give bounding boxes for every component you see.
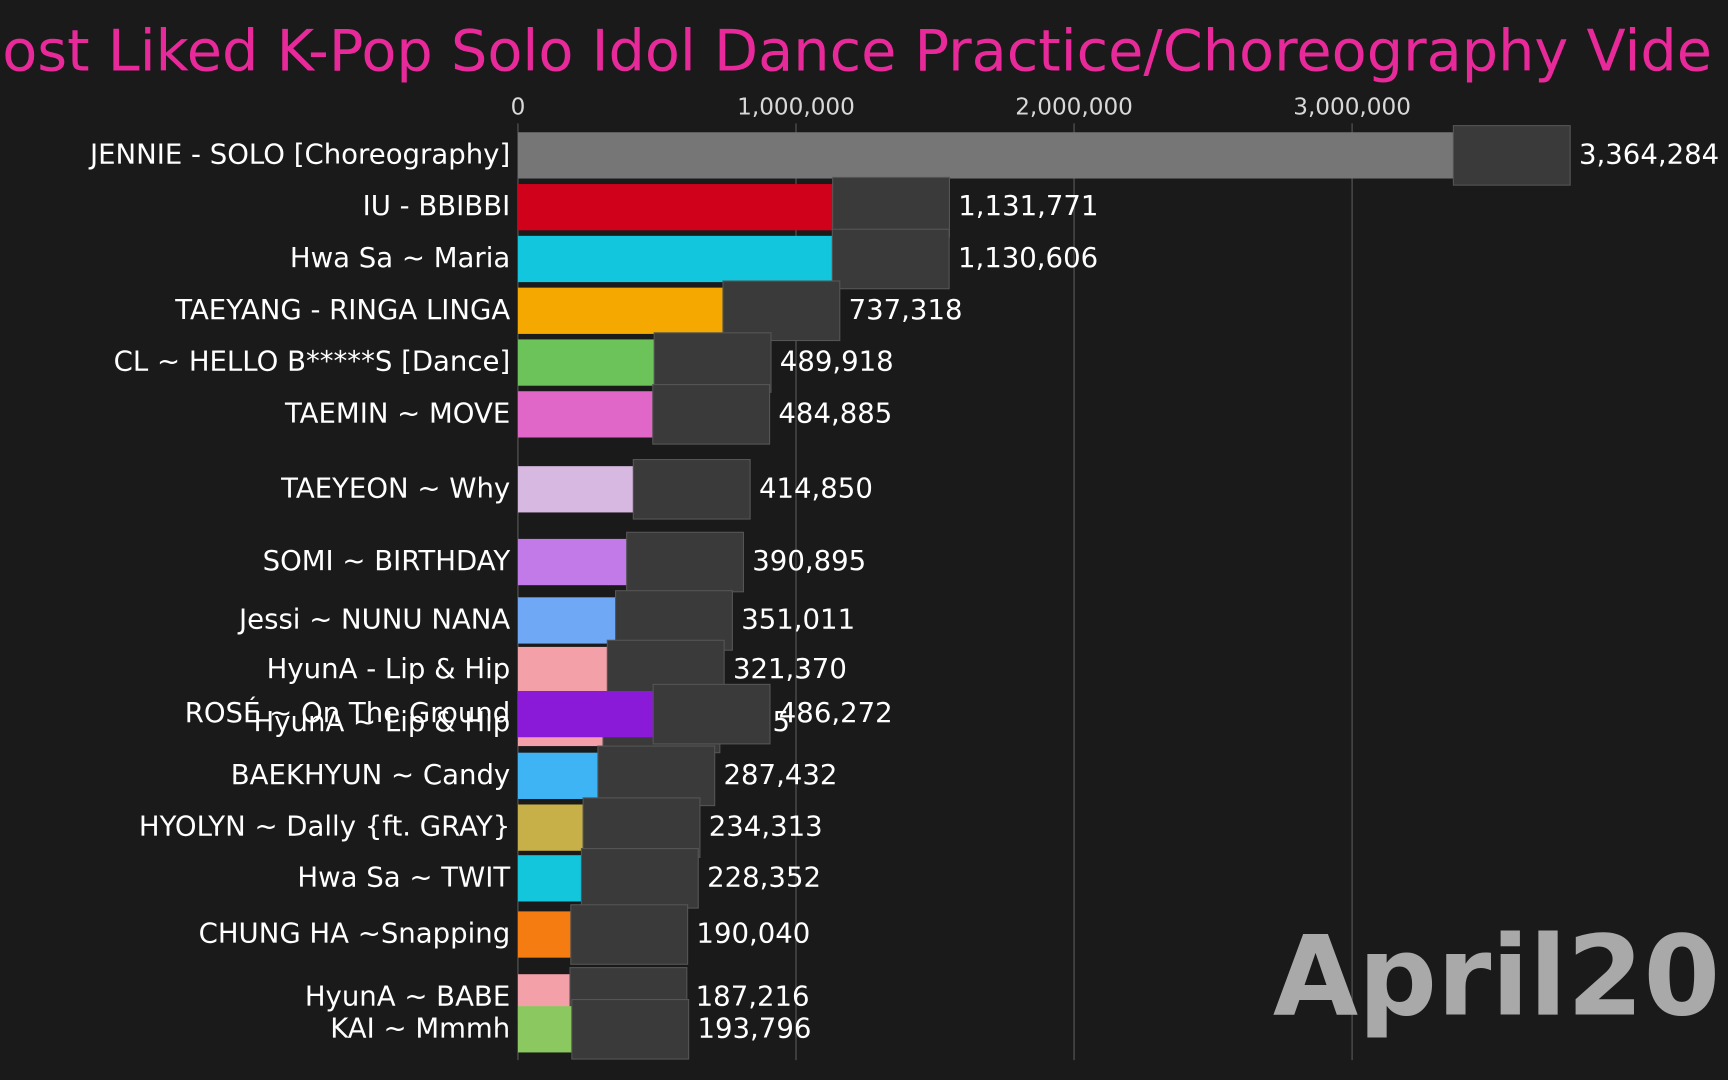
bar bbox=[517, 752, 598, 799]
bar bbox=[517, 1006, 572, 1053]
category-label: Jessi ~ NUNU NANA bbox=[237, 603, 510, 635]
bar bbox=[517, 690, 654, 738]
chart-title: ost Liked K-Pop Solo Idol Dance Practice… bbox=[2, 18, 1712, 85]
thumbnail bbox=[570, 904, 689, 965]
value-label: 228,352 bbox=[707, 861, 821, 893]
bar bbox=[517, 538, 627, 586]
value-label: 390,895 bbox=[752, 545, 866, 577]
thumbnail bbox=[1452, 125, 1571, 186]
category-label: TAEMIN ~ MOVE bbox=[284, 397, 510, 429]
category-label: IU - BBIBBI bbox=[363, 190, 511, 222]
thumbnail bbox=[653, 332, 772, 393]
bar bbox=[517, 804, 584, 851]
value-label: 193,796 bbox=[697, 1012, 811, 1044]
thumbnail bbox=[632, 458, 751, 520]
bar bbox=[517, 339, 655, 386]
value-label: 187,216 bbox=[696, 980, 810, 1012]
thumbnail bbox=[652, 384, 771, 445]
thumbnail bbox=[832, 176, 951, 238]
bar bbox=[517, 184, 833, 231]
bar bbox=[517, 855, 582, 902]
bar bbox=[517, 235, 833, 283]
value-label: 1,130,606 bbox=[958, 242, 1098, 274]
bar bbox=[517, 132, 1454, 179]
x-tick-label: 0 bbox=[511, 95, 526, 121]
thumbnail bbox=[571, 998, 690, 1060]
bar bbox=[517, 646, 608, 694]
bar bbox=[517, 466, 634, 513]
x-tick-label: 1,000,000 bbox=[737, 95, 855, 121]
value-label: 321,370 bbox=[733, 653, 847, 685]
value-label: 1,131,771 bbox=[958, 190, 1098, 222]
category-label: ROSÉ ~ On The Ground bbox=[185, 695, 511, 729]
category-label: HyunA ~ BABE bbox=[305, 980, 510, 1012]
category-label: CL ~ HELLO B*****S [Dance] bbox=[114, 346, 511, 378]
value-label: 489,918 bbox=[780, 346, 894, 378]
x-tick-label: 3,000,000 bbox=[1293, 95, 1411, 121]
category-label: HYOLYN ~ Dally {ft. GRAY} bbox=[139, 811, 510, 843]
bar bbox=[517, 597, 616, 644]
value-label: 351,011 bbox=[741, 603, 855, 635]
category-label: CHUNG HA ~Snapping bbox=[199, 918, 511, 950]
thumbnail bbox=[597, 745, 716, 807]
category-label: TAEYANG - RINGA LINGA bbox=[174, 294, 510, 326]
value-label: 234,313 bbox=[709, 811, 823, 843]
category-label: Hwa Sa ~ TWIT bbox=[297, 861, 510, 893]
thumbnail bbox=[580, 848, 699, 909]
value-label: 287,432 bbox=[724, 759, 838, 791]
value-label: 3,364,284 bbox=[1579, 138, 1719, 170]
category-label: BAEKHYUN ~ Candy bbox=[231, 759, 510, 791]
value-label: 414,850 bbox=[759, 472, 873, 504]
thumbnail bbox=[652, 683, 771, 745]
value-label: 484,885 bbox=[778, 397, 892, 429]
category-label: JENNIE - SOLO [Choreography] bbox=[88, 138, 510, 170]
thumbnail bbox=[831, 228, 950, 290]
date-label: April202 bbox=[1273, 912, 1728, 1040]
thumbnail bbox=[626, 531, 745, 593]
value-label: 737,318 bbox=[849, 294, 963, 326]
category-label: KAI ~ Mmmh bbox=[330, 1012, 510, 1044]
value-label: 190,040 bbox=[696, 918, 810, 950]
bars: JENNIE - SOLO [Choreography] 3,364,284 IU … bbox=[88, 125, 1719, 1060]
bar bbox=[517, 391, 653, 438]
category-label: HyunA - Lip & Hip bbox=[267, 653, 511, 685]
bar bbox=[517, 911, 571, 958]
category-label: HyunA ~ Lip & Hip bbox=[254, 706, 511, 738]
bar bbox=[517, 287, 723, 334]
x-tick-label: 2,000,000 bbox=[1015, 95, 1133, 121]
category-label: Hwa Sa ~ Maria bbox=[290, 242, 510, 274]
value-label: 486,272 bbox=[779, 697, 893, 729]
thumbnail bbox=[722, 280, 841, 342]
category-label: SOMI ~ BIRTHDAY bbox=[263, 545, 511, 577]
category-label: TAEYEON ~ Why bbox=[280, 472, 510, 504]
